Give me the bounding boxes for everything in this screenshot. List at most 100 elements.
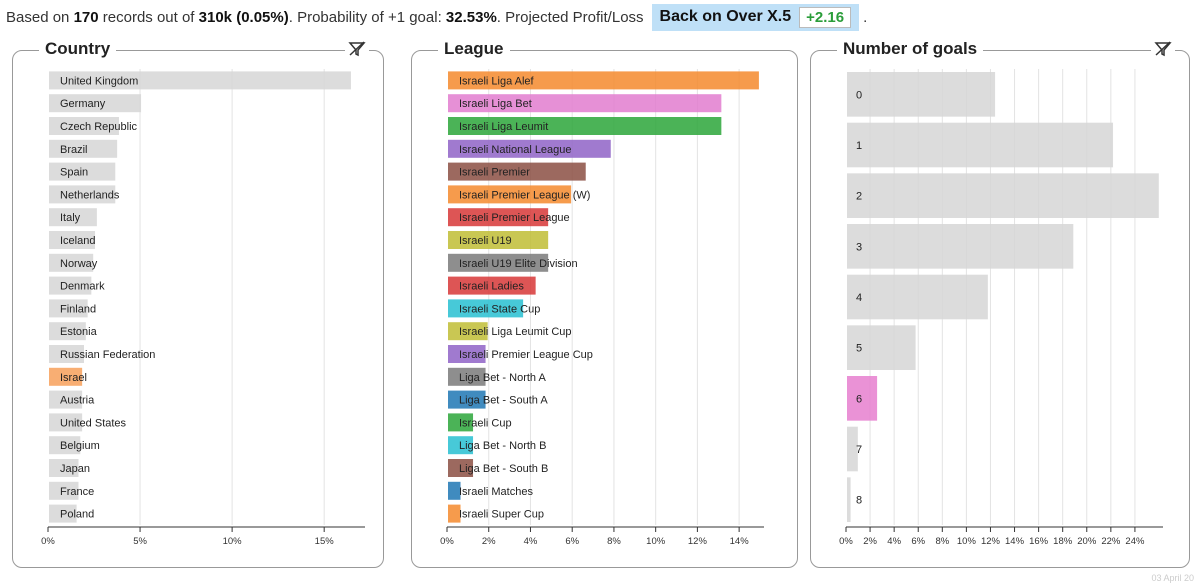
- bar[interactable]: [49, 94, 142, 113]
- x-tick-label: 15%: [315, 536, 335, 547]
- probability-label: . Probability of +1 goal:: [288, 8, 442, 26]
- bar[interactable]: [448, 231, 549, 249]
- x-tick-label: 4%: [887, 536, 901, 547]
- bar-category-label: Norway: [60, 258, 98, 270]
- bar[interactable]: [448, 208, 549, 227]
- bar-category-label: Israeli Liga Alef: [459, 75, 535, 87]
- bar[interactable]: [49, 231, 96, 249]
- bar[interactable]: [49, 299, 88, 318]
- bar-category-label: Liga Bet - North A: [459, 372, 546, 384]
- x-tick-label: 14%: [730, 536, 750, 547]
- bar[interactable]: [448, 390, 486, 409]
- bar[interactable]: [448, 413, 474, 432]
- x-tick-label: 0%: [41, 536, 55, 547]
- bar-category-label: Finland: [60, 303, 96, 315]
- bar[interactable]: [49, 71, 351, 90]
- bar-category-label: United States: [60, 417, 127, 429]
- x-tick-label: 0%: [440, 536, 454, 547]
- bar[interactable]: [448, 367, 486, 386]
- x-tick-label: 5%: [133, 536, 147, 547]
- bar[interactable]: [448, 139, 611, 158]
- bar[interactable]: [448, 71, 759, 90]
- bar-category-label: Israeli Premier: [459, 167, 530, 179]
- country-panel: Country United Kingdom Germany Czech Repub…: [12, 39, 384, 568]
- bar[interactable]: [448, 253, 549, 272]
- bar[interactable]: [49, 436, 81, 455]
- records-count: 170: [73, 8, 99, 26]
- league-panel-title: League: [438, 39, 510, 59]
- bar[interactable]: [49, 345, 84, 363]
- bar-category-label: 4: [856, 292, 862, 304]
- bar[interactable]: [847, 173, 1159, 218]
- bar-category-label: Israeli Premier League: [459, 212, 570, 224]
- bar[interactable]: [448, 94, 722, 113]
- x-tick-label: 16%: [1029, 536, 1049, 547]
- bar-category-label: Netherlands: [60, 189, 120, 201]
- bar[interactable]: [847, 122, 1114, 168]
- bar-category-label: Poland: [60, 509, 94, 521]
- bar[interactable]: [49, 253, 94, 272]
- x-tick-label: 8%: [607, 536, 621, 547]
- bar[interactable]: [847, 72, 996, 117]
- x-tick-label: 10%: [646, 536, 666, 547]
- bar[interactable]: [49, 367, 83, 386]
- bar[interactable]: [847, 224, 1074, 269]
- bar-category-label: Denmark: [60, 281, 105, 293]
- bar[interactable]: [847, 376, 878, 421]
- bar-category-label: Iceland: [60, 235, 95, 247]
- bar[interactable]: [448, 117, 722, 135]
- bar[interactable]: [49, 276, 92, 295]
- x-tick-label: 18%: [1053, 536, 1073, 547]
- bar[interactable]: [49, 504, 77, 523]
- bar[interactable]: [49, 413, 83, 432]
- bar-category-label: Israeli U19 Elite Division: [459, 258, 578, 270]
- bar-category-label: Austria: [60, 395, 95, 407]
- bar-category-label: Liga Bet - South A: [459, 395, 548, 407]
- bar[interactable]: [49, 185, 116, 204]
- bar[interactable]: [448, 436, 474, 455]
- summary-header: Based on 170 records out of 310k (0.05%)…: [6, 3, 868, 31]
- bar[interactable]: [49, 459, 79, 477]
- records-total: 310k: [198, 8, 233, 26]
- bar-category-label: Israeli Super Cup: [459, 509, 544, 521]
- bar-category-label: 5: [856, 343, 862, 355]
- bar[interactable]: [49, 162, 116, 181]
- bar[interactable]: [49, 390, 83, 409]
- bar-category-label: Israeli Premier League Cup: [459, 349, 593, 361]
- bet-type-button[interactable]: Back on Over X.5 +2.16: [651, 3, 860, 31]
- bar[interactable]: [49, 322, 86, 341]
- bar[interactable]: [847, 477, 851, 522]
- x-tick-label: 6%: [911, 536, 925, 547]
- bar[interactable]: [49, 208, 97, 227]
- bar-category-label: Belgium: [60, 440, 100, 452]
- bar[interactable]: [847, 274, 988, 320]
- bar[interactable]: [49, 117, 119, 135]
- bar[interactable]: [448, 504, 461, 523]
- trailing-dot: .: [863, 8, 868, 26]
- goals-panel-title: Number of goals: [837, 39, 984, 59]
- bar[interactable]: [49, 139, 118, 158]
- bar[interactable]: [448, 185, 572, 204]
- bar-category-label: Israeli Premier League (W): [459, 189, 590, 201]
- bar-category-label: Liga Bet - South B: [459, 463, 548, 475]
- bar[interactable]: [448, 322, 488, 341]
- bar-category-label: Italy: [60, 212, 81, 224]
- bar[interactable]: [448, 459, 474, 477]
- bar-category-label: Israeli Liga Leumit: [459, 121, 548, 133]
- clear-filter-icon[interactable]: [1151, 41, 1175, 62]
- x-tick-label: 20%: [1077, 536, 1097, 547]
- bar-category-label: Israeli State Cup: [459, 303, 540, 315]
- bar[interactable]: [448, 481, 461, 500]
- clear-filter-icon[interactable]: [345, 41, 369, 62]
- bar[interactable]: [448, 162, 586, 181]
- bar[interactable]: [448, 299, 524, 318]
- bar-category-label: Israeli Ladies: [459, 281, 524, 293]
- bar-category-label: Israel: [60, 372, 87, 384]
- bar[interactable]: [448, 276, 536, 295]
- bar-category-label: Germany: [60, 98, 106, 110]
- bar-category-label: Israeli Liga Bet: [459, 98, 532, 110]
- bar[interactable]: [847, 426, 858, 472]
- bar[interactable]: [448, 345, 486, 363]
- bar[interactable]: [847, 325, 916, 370]
- bar[interactable]: [49, 481, 79, 500]
